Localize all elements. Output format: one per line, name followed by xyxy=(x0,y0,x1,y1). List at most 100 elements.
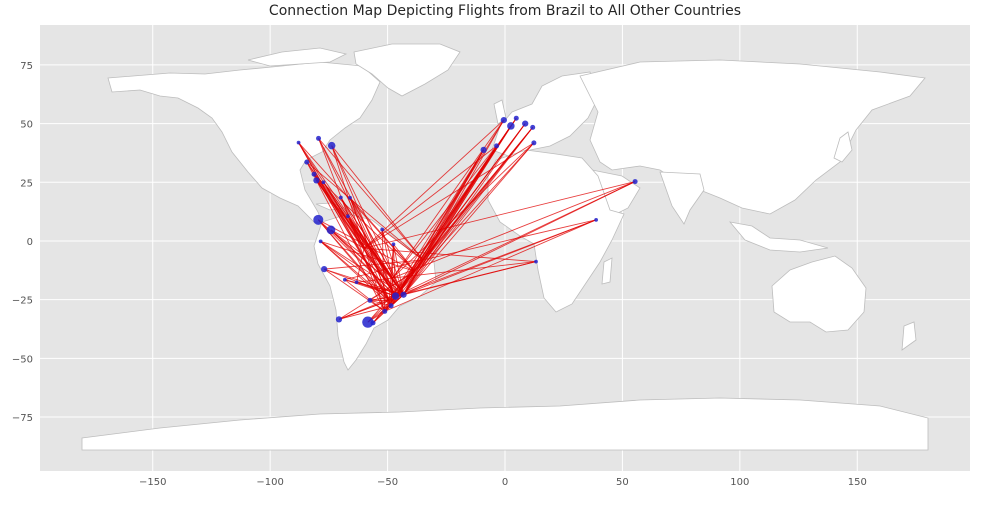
indian-subcontinent xyxy=(659,171,705,225)
destination-point xyxy=(342,277,347,282)
flight-route xyxy=(330,229,365,249)
destination-point xyxy=(335,316,343,323)
asia xyxy=(579,59,926,215)
y-tick-label: −75 xyxy=(12,413,33,424)
y-tick-label: 25 xyxy=(20,178,33,189)
x-tick-label: −50 xyxy=(377,477,398,488)
flight-route xyxy=(390,278,393,306)
flight-route xyxy=(388,149,485,301)
flight-route xyxy=(381,229,386,312)
x-tick-label: −100 xyxy=(256,477,283,488)
flight-route xyxy=(403,127,534,295)
destination-point xyxy=(321,180,326,185)
flight-route xyxy=(318,138,386,312)
madagascar xyxy=(601,257,613,285)
flight-route xyxy=(403,261,537,296)
flight-route xyxy=(344,279,396,297)
world-land-masses xyxy=(81,43,929,451)
flight-route xyxy=(363,142,535,249)
flight-route xyxy=(320,241,390,301)
destination-point xyxy=(382,308,388,314)
flight-route xyxy=(392,181,636,279)
africa xyxy=(487,149,625,313)
flight-route xyxy=(363,145,497,249)
flight-route xyxy=(393,244,404,295)
destination-point xyxy=(346,214,350,219)
flight-route xyxy=(392,142,535,279)
destination-point xyxy=(380,227,385,232)
flight-route xyxy=(422,117,517,261)
destination-point xyxy=(391,242,396,247)
flight-routes xyxy=(298,117,636,324)
destination-point xyxy=(370,320,376,326)
flight-route xyxy=(330,229,396,297)
flight-route xyxy=(403,181,636,296)
destination-point xyxy=(321,266,328,273)
destination-point xyxy=(632,179,638,185)
destination-point xyxy=(388,303,394,309)
destination-point xyxy=(313,214,324,225)
flight-route xyxy=(340,197,396,297)
x-tick-label: 50 xyxy=(616,477,629,488)
x-tick-label: 100 xyxy=(730,477,749,488)
flight-route xyxy=(344,259,424,281)
destination-point xyxy=(534,259,538,264)
destination-point xyxy=(313,177,320,184)
destination-point xyxy=(531,140,537,146)
destination-point xyxy=(513,115,519,121)
destination-point xyxy=(338,195,343,200)
flight-route xyxy=(318,138,424,261)
x-tick-label: 0 xyxy=(502,477,508,488)
flight-route xyxy=(340,197,393,279)
destination-point xyxy=(594,217,598,222)
flight-route xyxy=(338,305,392,320)
destination-point xyxy=(311,171,317,177)
destination-point xyxy=(507,122,515,130)
destination-point xyxy=(480,146,487,154)
flight-route xyxy=(363,181,636,249)
destination-point xyxy=(327,141,336,150)
flight-route xyxy=(381,229,397,297)
new-zealand xyxy=(901,321,917,351)
flight-route xyxy=(403,142,535,296)
flight-route xyxy=(392,244,397,297)
destination-point xyxy=(348,195,352,200)
flight-route xyxy=(388,244,394,301)
flight-route xyxy=(363,248,392,306)
flight-route xyxy=(392,145,497,279)
flight-route xyxy=(356,277,393,283)
x-tick-label: −150 xyxy=(139,477,166,488)
greenland xyxy=(353,43,461,97)
destination-point xyxy=(522,120,529,127)
y-tick-label: −50 xyxy=(12,354,33,365)
destination-point xyxy=(494,143,500,149)
destination-point xyxy=(318,239,323,244)
flight-route xyxy=(384,294,404,312)
flight-route xyxy=(363,119,505,249)
flight-route xyxy=(381,229,424,261)
flight-route xyxy=(390,127,534,307)
y-tick-label: −25 xyxy=(12,296,33,307)
flight-route xyxy=(364,247,537,263)
destination-point xyxy=(304,159,310,165)
destination-point xyxy=(296,140,301,145)
destination-point xyxy=(391,292,400,300)
flight-route xyxy=(344,279,386,312)
flight-route xyxy=(306,161,424,261)
flight-route xyxy=(320,241,396,297)
flight-route xyxy=(384,259,424,312)
chart-title: Connection Map Depicting Flights from Br… xyxy=(268,3,742,19)
destination-point xyxy=(530,124,536,130)
y-tick-label: 0 xyxy=(27,237,33,248)
destination-point xyxy=(354,280,359,285)
antarctica xyxy=(81,397,929,451)
indonesia xyxy=(728,221,829,253)
flight-route xyxy=(323,182,393,279)
arctic-islands xyxy=(247,47,348,67)
flight-route xyxy=(403,219,597,296)
flight-route xyxy=(323,182,365,249)
destination-point xyxy=(367,297,373,303)
australia xyxy=(771,255,867,333)
y-tick-label: 75 xyxy=(20,61,33,72)
